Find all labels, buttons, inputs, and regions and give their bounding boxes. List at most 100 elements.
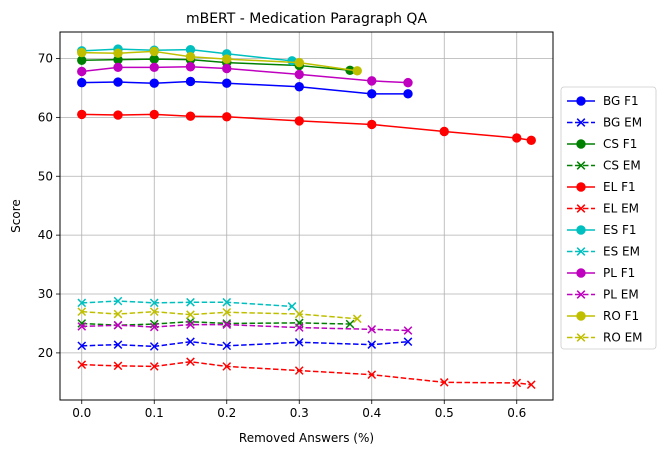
marker-stroke bbox=[149, 307, 159, 317]
legend-entry-pl-f1: PL F1 bbox=[567, 266, 635, 280]
marker-stroke bbox=[576, 290, 586, 299]
data-point-el-em bbox=[113, 361, 123, 371]
data-point-bg-f1 bbox=[367, 89, 377, 99]
x-tick-label: 0.2 bbox=[217, 406, 236, 420]
legend-marker bbox=[576, 139, 586, 149]
data-point-bg-f1 bbox=[77, 77, 87, 88]
y-tick-label: 20 bbox=[38, 346, 53, 360]
legend-box bbox=[560, 86, 657, 350]
data-point-es-em bbox=[287, 302, 297, 311]
marker-stroke bbox=[576, 161, 586, 170]
legend-marker bbox=[576, 182, 586, 192]
grid bbox=[60, 32, 553, 400]
data-point-ro-em bbox=[222, 307, 232, 317]
series-line-bg-f1 bbox=[81, 80, 408, 95]
data-point-pl-f1 bbox=[149, 62, 159, 73]
data-point-cs-em bbox=[222, 319, 232, 328]
data-point-bg-f1 bbox=[113, 77, 123, 87]
data-point-pl-em bbox=[294, 323, 304, 332]
legend-label: PL EM bbox=[603, 288, 639, 302]
x-tick-label: 0.5 bbox=[435, 406, 454, 420]
data-point-pl-f1 bbox=[113, 62, 123, 73]
data-point-pl-f1 bbox=[403, 77, 413, 88]
legend-label: BG EM bbox=[603, 116, 642, 130]
series-line-es-f1 bbox=[81, 48, 293, 62]
marker-stroke bbox=[294, 309, 304, 319]
data-point-el-f1 bbox=[294, 116, 304, 126]
marker-stroke bbox=[113, 296, 123, 306]
data-point-es-em bbox=[77, 298, 87, 308]
legend-marker bbox=[576, 290, 586, 299]
series-el-f1 bbox=[77, 109, 536, 146]
data-point-cs-em bbox=[345, 319, 355, 329]
marker-stroke bbox=[149, 298, 159, 308]
marker-stroke bbox=[222, 362, 232, 371]
legend-entry-pl-em: PL EM bbox=[567, 288, 639, 302]
series-line-el-f1 bbox=[81, 113, 532, 142]
data-point-pl-em bbox=[186, 320, 195, 329]
data-point-bg-f1 bbox=[185, 76, 196, 87]
data-point-ro-f1 bbox=[77, 47, 87, 58]
data-point-bg-em bbox=[77, 341, 87, 351]
marker-stroke bbox=[186, 357, 195, 367]
marker-stroke bbox=[294, 323, 304, 332]
marker-stroke bbox=[294, 366, 304, 375]
data-point-cs-f1 bbox=[149, 54, 159, 64]
y-tick-label: 30 bbox=[38, 287, 53, 301]
data-point-ro-f1 bbox=[352, 66, 362, 76]
marker-stroke bbox=[186, 320, 195, 329]
marker-stroke bbox=[352, 314, 362, 324]
data-point-ro-em bbox=[149, 307, 159, 317]
data-point-bg-em bbox=[294, 337, 304, 347]
data-point-cs-f1 bbox=[77, 55, 87, 65]
marker-stroke bbox=[222, 319, 232, 328]
marker-stroke bbox=[222, 307, 232, 317]
data-point-ro-f1 bbox=[113, 48, 123, 58]
data-point-ro-f1 bbox=[222, 54, 232, 64]
series-line-el-em bbox=[81, 360, 532, 386]
x-axis-label: Removed Answers (%) bbox=[239, 431, 374, 445]
marker-stroke bbox=[439, 378, 449, 387]
data-point-pl-f1 bbox=[367, 76, 377, 86]
x-tick-label: 0.6 bbox=[507, 406, 526, 420]
marker-stroke bbox=[77, 360, 87, 370]
data-point-pl-f1 bbox=[77, 66, 87, 77]
data-point-el-f1 bbox=[367, 119, 377, 130]
series-line-pl-f1 bbox=[81, 65, 409, 84]
series-line-bg-em bbox=[81, 340, 409, 348]
legend-marker bbox=[576, 311, 586, 321]
legend-marker bbox=[576, 225, 586, 235]
data-point-el-f1 bbox=[149, 109, 159, 120]
x-tick-label: 0.3 bbox=[290, 406, 309, 420]
data-point-bg-f1 bbox=[222, 78, 232, 88]
data-point-ro-f1 bbox=[185, 52, 196, 62]
data-point-bg-f1 bbox=[403, 89, 413, 99]
marker-stroke bbox=[367, 340, 377, 349]
legend-entry-es-em: ES EM bbox=[567, 245, 640, 259]
series-line-es-em bbox=[81, 300, 293, 308]
marker-stroke bbox=[287, 302, 297, 311]
legend-label: CS F1 bbox=[603, 137, 637, 151]
data-point-el-f1 bbox=[77, 109, 87, 120]
data-point-bg-em bbox=[222, 341, 232, 351]
data-point-el-em bbox=[186, 357, 195, 367]
marker-stroke bbox=[149, 342, 159, 351]
legend-entry-cs-f1: CS F1 bbox=[567, 137, 637, 151]
marker-stroke bbox=[576, 118, 586, 127]
data-point-el-f1 bbox=[185, 111, 196, 121]
legend-marker bbox=[576, 96, 586, 106]
data-point-ro-em bbox=[113, 309, 123, 319]
marker-stroke bbox=[222, 320, 232, 329]
data-point-pl-em bbox=[367, 325, 377, 334]
data-point-pl-em bbox=[113, 320, 123, 330]
data-point-el-em bbox=[77, 360, 87, 370]
data-point-pl-f1 bbox=[185, 62, 196, 72]
data-point-es-em bbox=[222, 297, 232, 307]
data-point-el-em bbox=[439, 378, 449, 387]
series-line-pl-em bbox=[81, 323, 409, 332]
legend-label: BG F1 bbox=[603, 94, 639, 108]
data-point-es-em bbox=[186, 297, 195, 307]
data-point-el-em bbox=[367, 370, 377, 380]
data-point-ro-em bbox=[294, 309, 304, 319]
